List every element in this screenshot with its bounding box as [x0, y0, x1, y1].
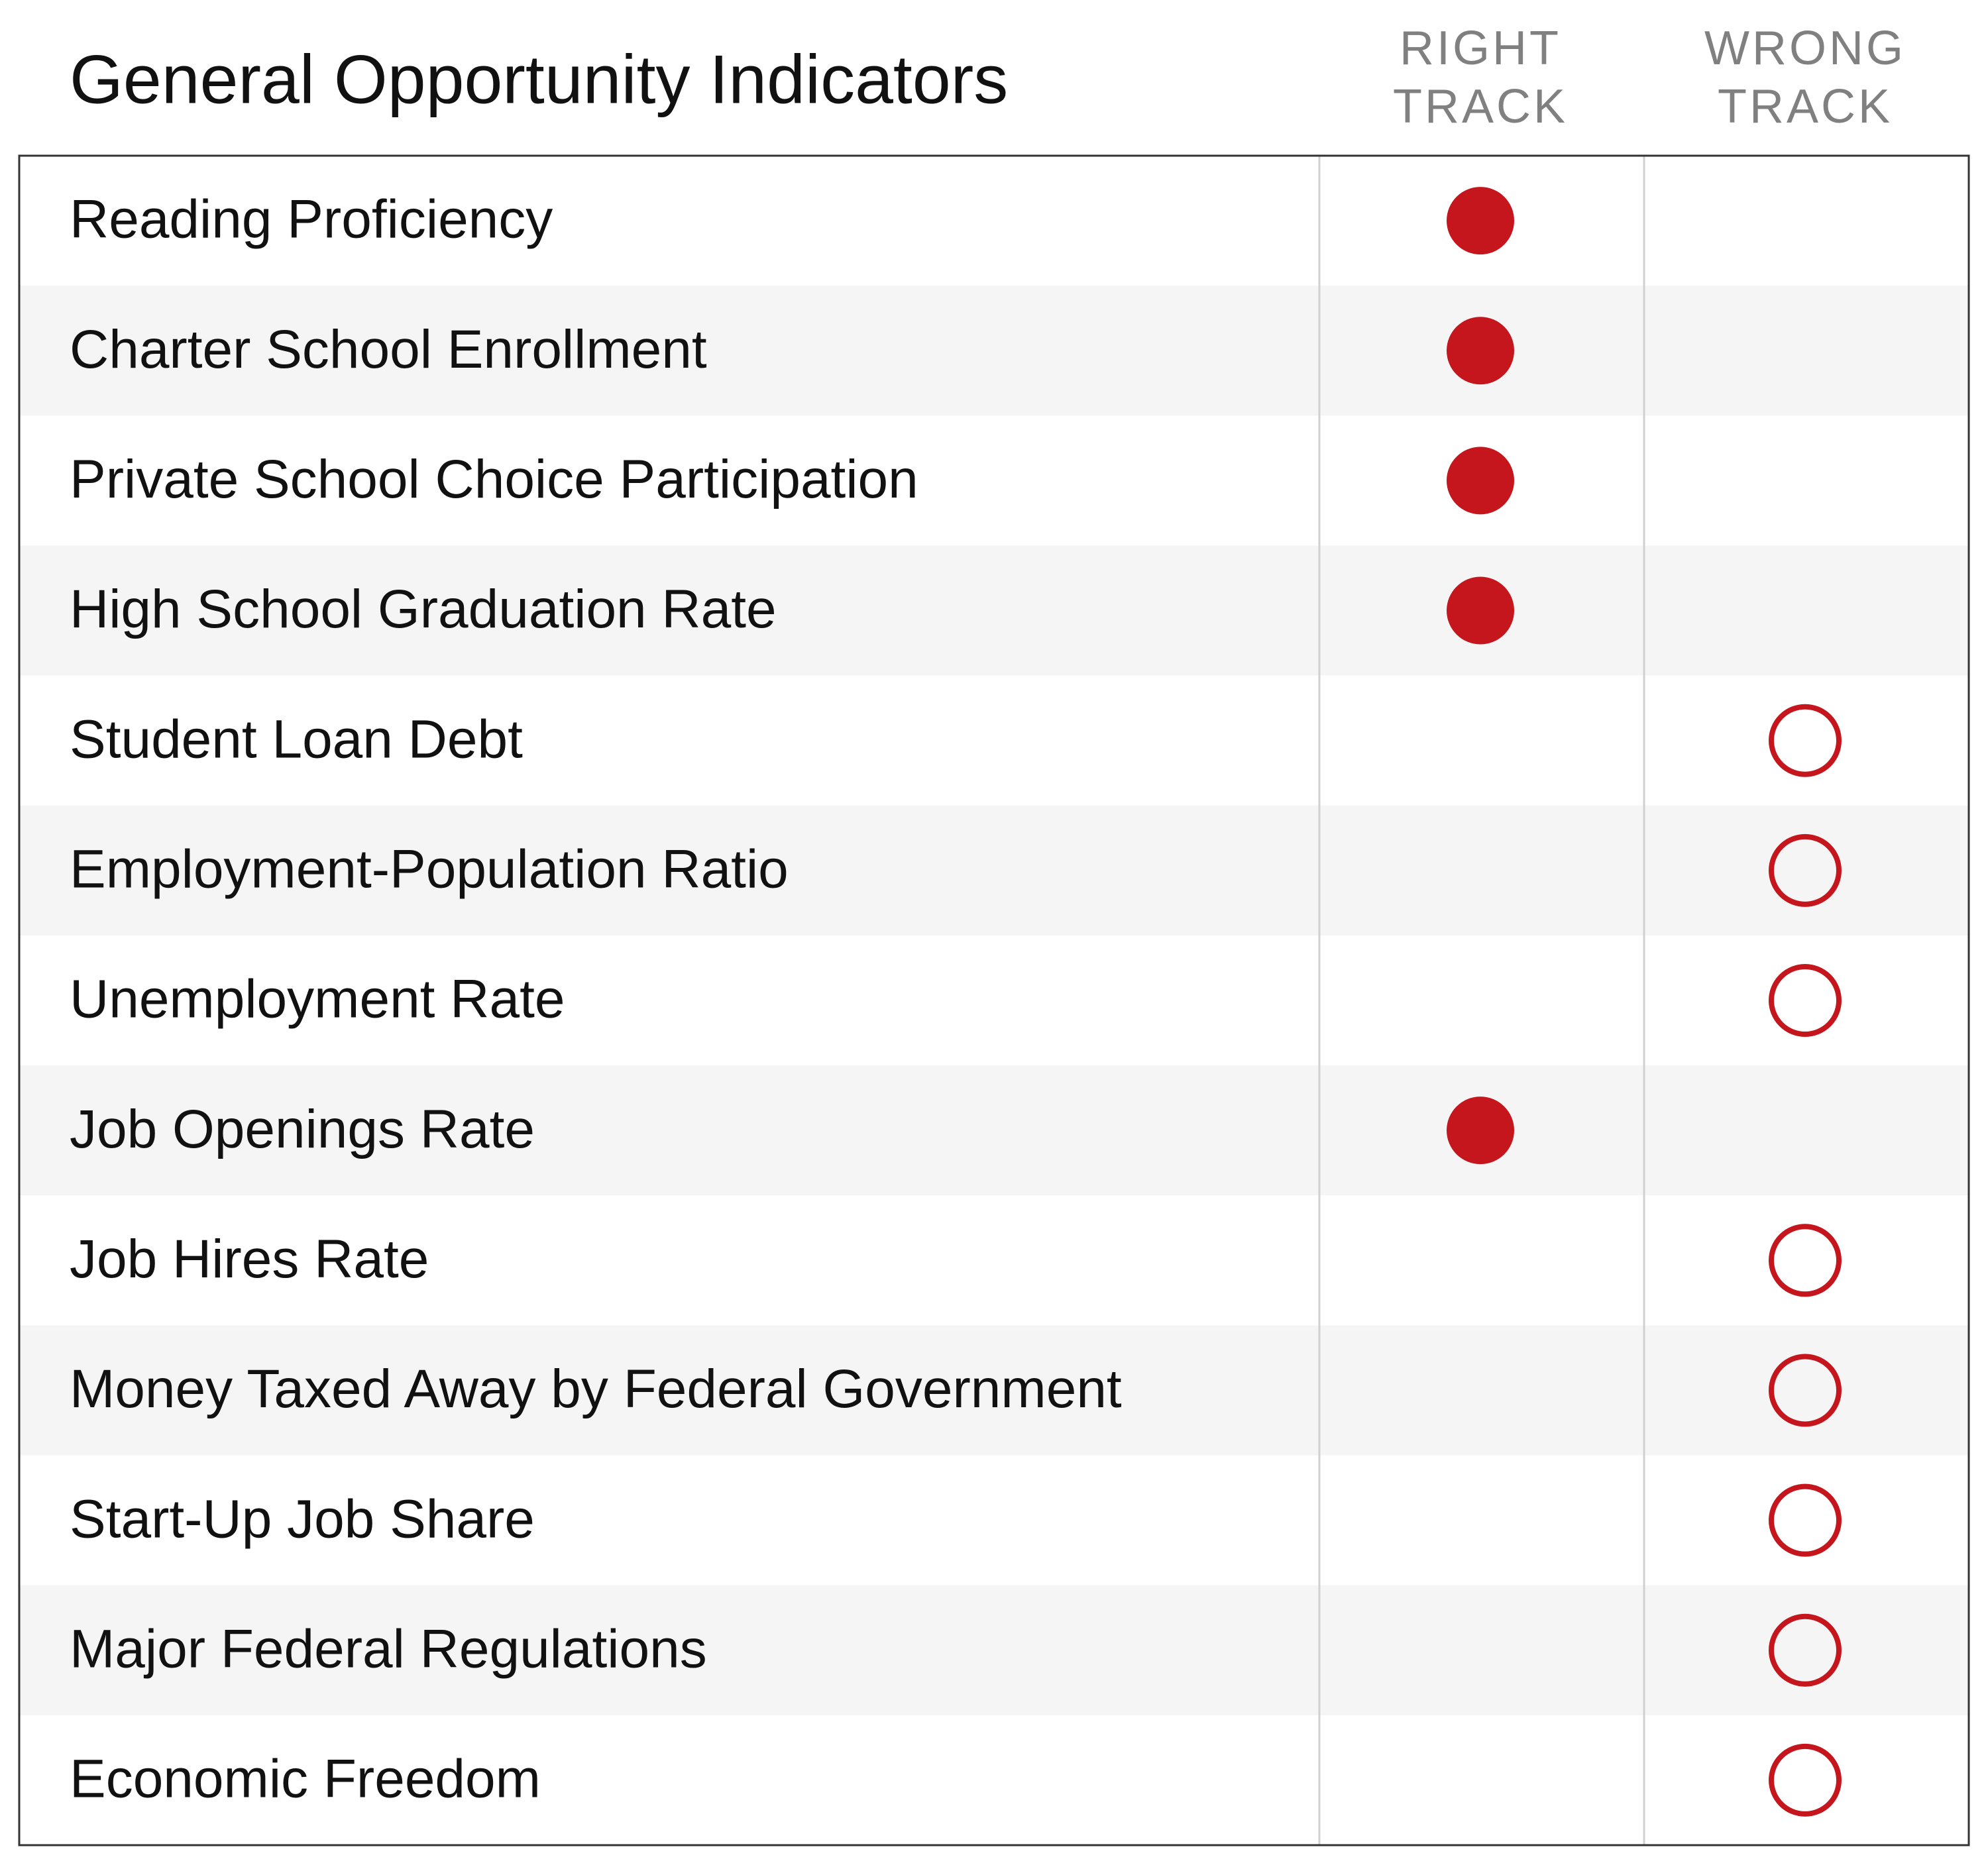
- row-label: Job Openings Rate: [70, 1099, 535, 1159]
- table-border: [18, 154, 1970, 1846]
- row-label: Economic Freedom: [70, 1749, 541, 1809]
- row-label: Reading Proficiency: [70, 189, 553, 250]
- wrong-track-circle: [1769, 1743, 1842, 1817]
- row-label: Unemployment Rate: [70, 969, 565, 1030]
- row-label: Job Hires Rate: [70, 1229, 429, 1289]
- row-label: High School Graduation Rate: [70, 579, 777, 639]
- right-track-dot: [1447, 1096, 1514, 1165]
- title: General Opportunity Indicators: [70, 41, 1008, 118]
- right-track-dot: [1447, 187, 1514, 255]
- row-label: Student Loan Debt: [70, 709, 523, 769]
- column-header: RIGHT TRACK: [1393, 22, 1568, 133]
- wrong-track-circle: [1769, 1613, 1842, 1687]
- row-label: Money Taxed Away by Federal Government: [70, 1359, 1122, 1419]
- row-label: Employment-Population Ratio: [70, 839, 789, 900]
- wrong-track-circle: [1769, 1354, 1842, 1427]
- row-label: Major Federal Regulations: [70, 1619, 707, 1679]
- row-label: Charter School Enrollment: [70, 319, 707, 380]
- wrong-track-circle: [1769, 964, 1842, 1037]
- wrong-track-circle: [1769, 1483, 1842, 1557]
- right-track-dot: [1447, 317, 1514, 385]
- row-label: Start-Up Job Share: [70, 1489, 535, 1549]
- right-track-dot: [1447, 447, 1514, 515]
- wrong-track-circle: [1769, 704, 1842, 777]
- row-label: Private School Choice Participation: [70, 449, 918, 509]
- wrong-track-circle: [1769, 833, 1842, 907]
- column-header: WRONG TRACK: [1704, 22, 1906, 133]
- wrong-track-circle: [1769, 1224, 1842, 1297]
- right-track-dot: [1447, 576, 1514, 645]
